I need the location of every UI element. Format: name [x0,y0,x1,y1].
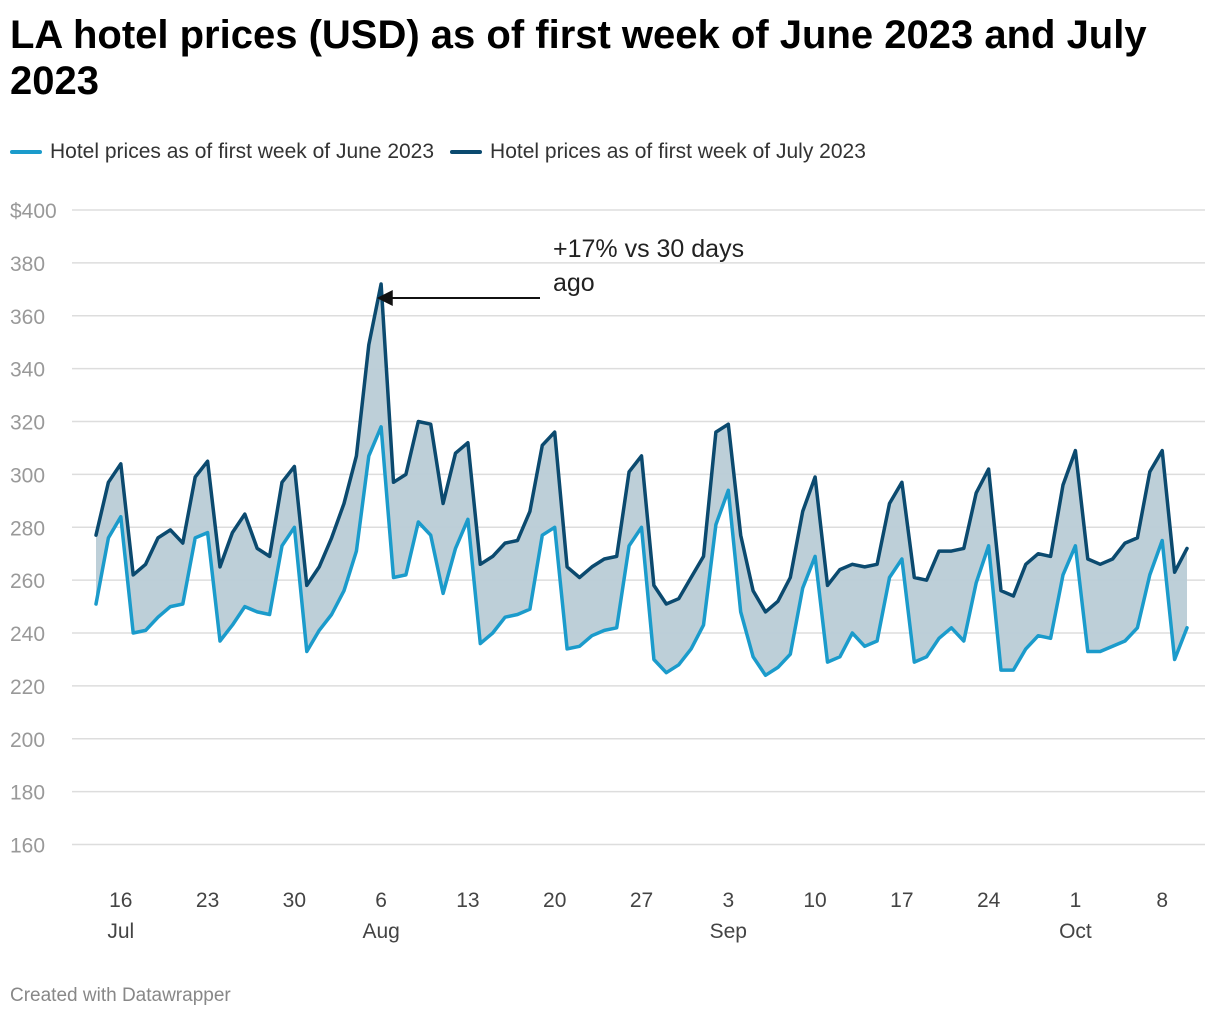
annotation-arrow-head [376,290,393,307]
x-tick-label: 3 [722,889,734,912]
y-tick-label: 340 [10,359,45,382]
y-tick-label: 320 [10,412,45,435]
x-tick-label: 10 [803,889,826,912]
legend-label-june: Hotel prices as of first week of June 20… [50,140,435,163]
x-tick-month-label: Jul [107,920,134,943]
y-tick-label: $400 [10,200,57,223]
legend-item-july: Hotel prices as of first week of July 20… [450,140,866,164]
y-tick-label: 200 [10,729,45,752]
series-line-july [94,282,1189,614]
x-tick-month-label: Sep [710,920,747,943]
series-line-june [94,425,1189,678]
annotation: +17% vs 30 days ago [376,235,744,307]
x-tick-label: 24 [977,889,1001,912]
legend-swatch-july [450,150,483,154]
difference-area-fill [96,284,1187,676]
difference-area [96,284,1187,676]
y-tick-label: 260 [10,570,45,593]
line-chart: $400380360340320300280260240220200180160… [10,200,1205,943]
annotation-text-line1: +17% vs 30 days [553,235,744,263]
legend-label-july: Hotel prices as of first week of July 20… [490,140,866,163]
y-tick-label: 280 [10,517,45,540]
x-tick-label: 23 [196,889,219,912]
chart-title: LA hotel prices (USD) as of first week o… [10,13,1147,103]
y-tick-label: 160 [10,835,45,858]
x-tick-label: 20 [543,889,566,912]
x-tick-label: 8 [1156,889,1168,912]
legend-swatch-june [10,150,42,154]
x-axis: 16 Jul 23 30 6 Aug 13 20 27 3 Sep 10 17 24 1 Oct 8 [107,889,1168,943]
series-lines [94,282,1189,678]
y-tick-label: 300 [10,464,45,487]
x-tick-label: 27 [630,889,653,912]
y-tick-label: 180 [10,782,45,805]
x-tick-month-label: Oct [1059,920,1092,943]
annotation-text-line2: ago [553,269,595,297]
y-tick-label: 220 [10,676,45,699]
y-tick-label: 240 [10,623,45,646]
legend-item-june: Hotel prices as of first week of June 20… [10,140,434,164]
y-tick-label: 360 [10,306,45,329]
x-tick-label: 16 [109,889,132,912]
x-tick-label: 17 [890,889,913,912]
x-tick-label: 6 [375,889,387,912]
legend: Hotel prices as of first week of June 20… [10,138,882,166]
x-tick-label: 30 [283,889,306,912]
x-tick-month-label: Aug [362,920,399,943]
footer-credit: Created with Datawrapper [10,985,231,1006]
y-tick-label: 380 [10,253,45,276]
x-tick-label: 1 [1070,889,1082,912]
x-tick-label: 13 [456,889,479,912]
